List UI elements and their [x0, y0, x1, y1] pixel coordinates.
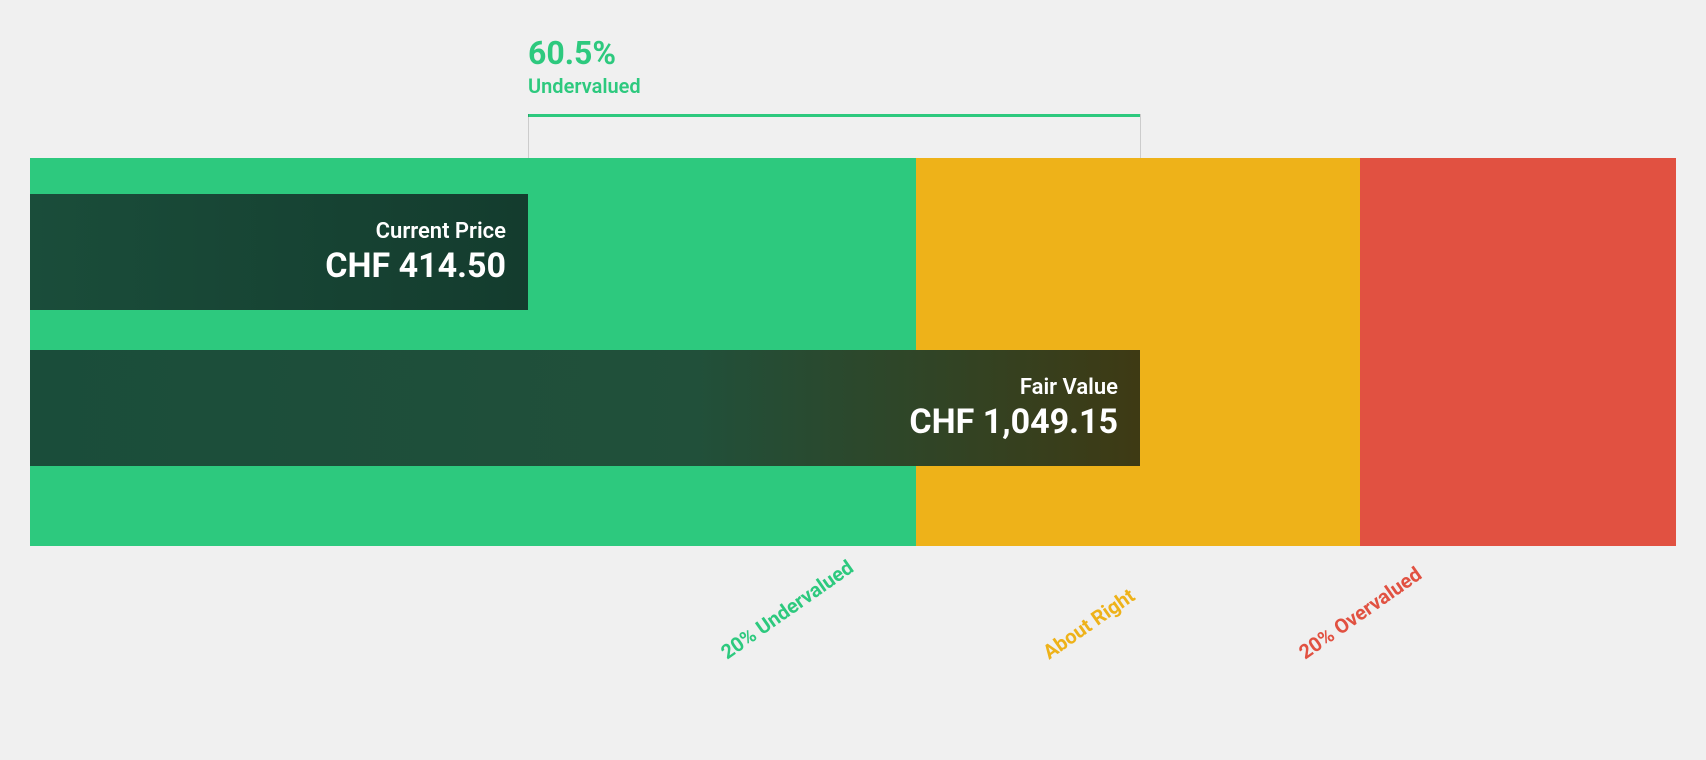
axis-label: 20% Undervalued	[716, 555, 857, 664]
current-price-label: Current Price	[376, 219, 506, 244]
valuation-callout: 60.5% Undervalued	[528, 34, 641, 98]
axis-label: About Right	[1038, 583, 1139, 664]
valuation-status-label: Undervalued	[528, 74, 641, 98]
current-price-value: CHF 414.50	[325, 246, 506, 286]
valuation-percent: 60.5%	[528, 34, 641, 72]
fair-value-label: Fair Value	[1020, 375, 1118, 400]
band-overvalued	[1360, 158, 1676, 546]
fair-value-bar: Fair Value CHF 1,049.15	[30, 350, 1140, 466]
axis-label: 20% Overvalued	[1294, 562, 1426, 664]
fair-value-value: CHF 1,049.15	[909, 402, 1118, 442]
callout-tick-right	[1140, 114, 1141, 158]
callout-tick-left	[528, 114, 529, 158]
valuation-chart: 60.5% Undervalued Current Price CHF 414.…	[30, 0, 1676, 760]
callout-line	[528, 114, 1140, 117]
current-price-bar: Current Price CHF 414.50	[30, 194, 528, 310]
